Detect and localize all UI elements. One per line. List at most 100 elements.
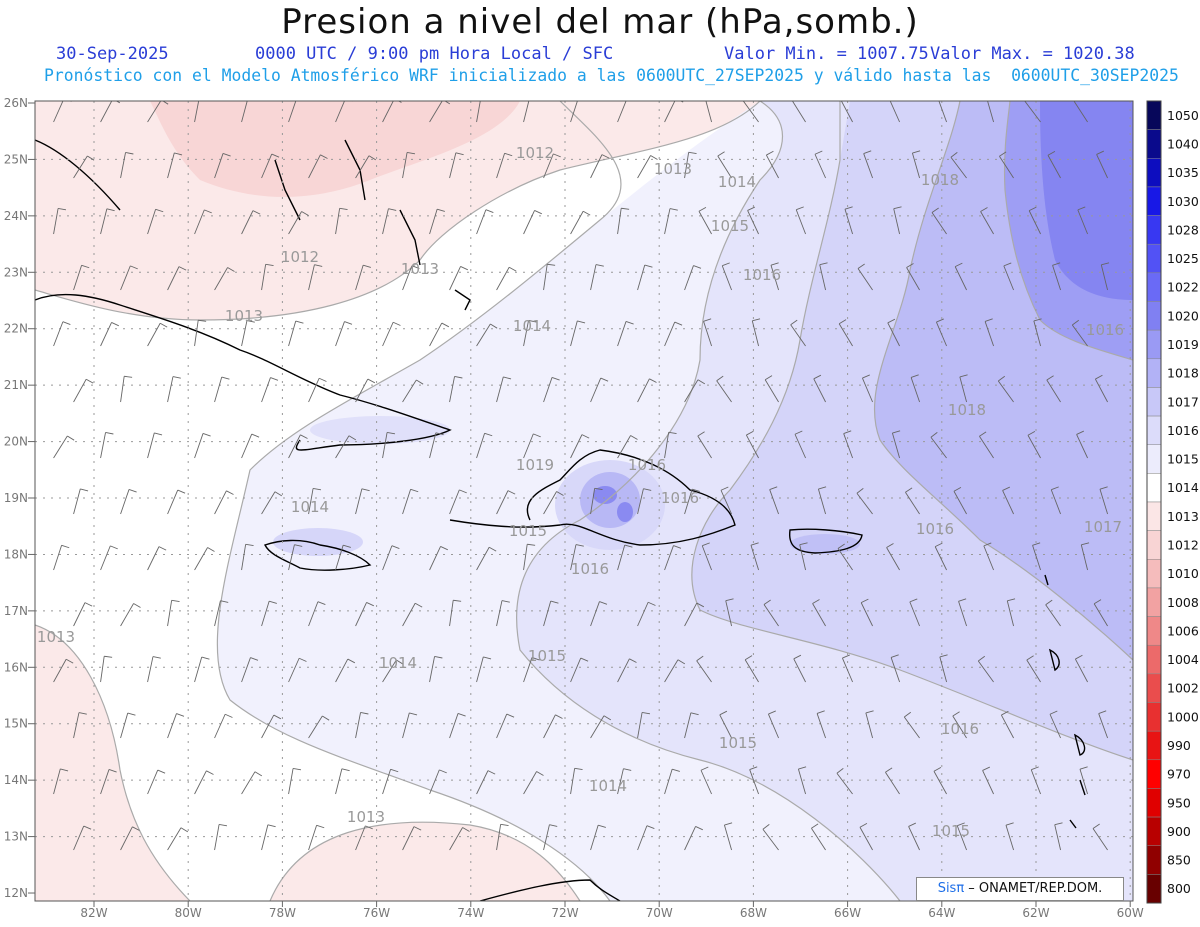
time-info: 0000 UTC / 9:00 pm Hora Local / SFC [255,44,614,64]
lat-label: 26N [4,96,28,110]
colorbar-label: 1019 [1167,337,1199,352]
credit-text: – ONAMET/REP.DOM. [964,881,1103,896]
colorbar-swatch [1146,788,1162,818]
lon-label: 70W [646,906,673,920]
colorbar-swatch [1146,845,1162,875]
colorbar-swatch [1146,100,1162,130]
isobar-label: 1013 [401,260,439,278]
colorbar-label: 1017 [1167,394,1199,409]
lon-label: 66W [834,906,861,920]
colorbar-label: 1025 [1167,251,1199,266]
colorbar-label: 850 [1167,853,1191,868]
isobar-label: 1016 [1086,321,1124,339]
colorbar-swatch [1146,730,1162,761]
isobar-label: 1017 [1084,518,1122,536]
colorbar-swatch [1146,415,1162,445]
colorbar-label: 1002 [1167,681,1199,696]
lat-label: 21N [4,378,28,392]
colorbar-label: 1014 [1167,480,1199,495]
isobar-label: 1016 [661,489,699,507]
colorbar-swatch [1146,644,1162,675]
colorbar-swatch [1146,387,1162,417]
lat-label: 14N [4,773,28,787]
isobar-lines [35,101,1133,901]
isobar-label: 1013 [654,160,692,178]
isobar-label: 1014 [589,777,627,795]
isobar-label: 1016 [941,720,979,738]
lat-label: 13N [4,830,28,844]
colorbar-label: 1020 [1167,308,1199,323]
forecast-date: 30-Sep-2025 [56,44,169,64]
colorbar-label: 950 [1167,795,1191,810]
credit-brand: Sisπ [937,881,965,896]
colorbar-label: 1022 [1167,280,1199,295]
forecast-info: Pronóstico con el Modelo Atmosférico WRF… [44,66,1179,85]
lat-lon-grid [35,101,1133,901]
isobar-label: 1013 [347,808,385,826]
colorbar-label: 1004 [1167,652,1199,667]
colorbar-swatch [1146,243,1162,274]
lon-label: 78W [269,906,296,920]
colorbar-label: 1012 [1167,537,1199,552]
lat-label: 12N [4,886,28,900]
isobar-label: 1015 [528,647,566,665]
colorbar-label: 1035 [1167,165,1199,180]
colorbar-swatch [1146,587,1162,617]
lat-label: 15N [4,717,28,731]
colorbar-swatch [1146,215,1162,245]
colorbar-swatch [1146,272,1162,302]
colorbar-swatch [1146,473,1162,503]
lat-label: 24N [4,209,28,223]
colorbar-swatch [1146,329,1162,360]
credit-box: Sisπ – ONAMET/REP.DOM. [916,877,1124,901]
wind-barbs [53,101,1110,851]
pressure-colorbar: 1050 1040 1035 1030 1028 1025 1022 1020 1019 1018… [1146,100,1199,904]
isobar-label: 1013 [37,628,75,646]
isobar-label: 1015 [719,734,757,752]
colorbar-label: 1040 [1167,136,1199,151]
lat-label: 16N [4,660,28,674]
colorbar-swatch [1146,559,1162,589]
colorbar-swatch [1146,616,1162,646]
isobar-label: 1016 [571,560,609,578]
lon-label: 76W [363,906,390,920]
colorbar-swatch [1146,186,1162,216]
colorbar-label: 1013 [1167,509,1199,524]
colorbar-label: 1015 [1167,452,1199,467]
colorbar-label: 1016 [1167,423,1199,438]
latitude-labels: 26N 25N 24N 23N 22N 21N 20N 19N 18N 17N 16N 15N 14N 1… [4,96,35,900]
isobar-label: 1018 [948,401,986,419]
isobar-label: 1014 [291,498,329,516]
isobar-label: 1013 [225,307,263,325]
lat-label: 22N [4,322,28,336]
lat-label: 20N [4,435,28,449]
colorbar-label: 1018 [1167,366,1199,381]
colorbar-label: 1008 [1167,595,1199,610]
max-value: Valor Max. = 1020.38 [930,44,1135,64]
colorbar-swatch [1146,501,1162,531]
colorbar-swatch [1146,158,1162,188]
isobar-label: 1012 [281,248,319,266]
lon-label: 80W [175,906,202,920]
lon-label: 82W [80,906,107,920]
lat-label: 23N [4,265,28,279]
isobar-label: 1015 [509,522,547,540]
colorbar-label: 1030 [1167,194,1199,209]
colorbar-swatch [1146,301,1162,331]
isobar-label: 1012 [516,144,554,162]
colorbar-swatch [1146,358,1162,388]
map-frame [34,100,1134,902]
colorbar-label: 800 [1167,881,1191,896]
isobar-label: 1015 [932,822,970,840]
lat-label: 18N [4,547,28,561]
colorbar-label: 990 [1167,738,1191,753]
isobar-label: 1015 [711,217,749,235]
colorbar-label: 1006 [1167,623,1199,638]
lon-label: 60W [1117,906,1144,920]
colorbar-swatch [1146,673,1162,703]
colorbar-label: 1000 [1167,709,1199,724]
isobar-label: 1014 [513,317,551,335]
colorbar-swatch [1146,874,1162,904]
lat-label: 19N [4,491,28,505]
